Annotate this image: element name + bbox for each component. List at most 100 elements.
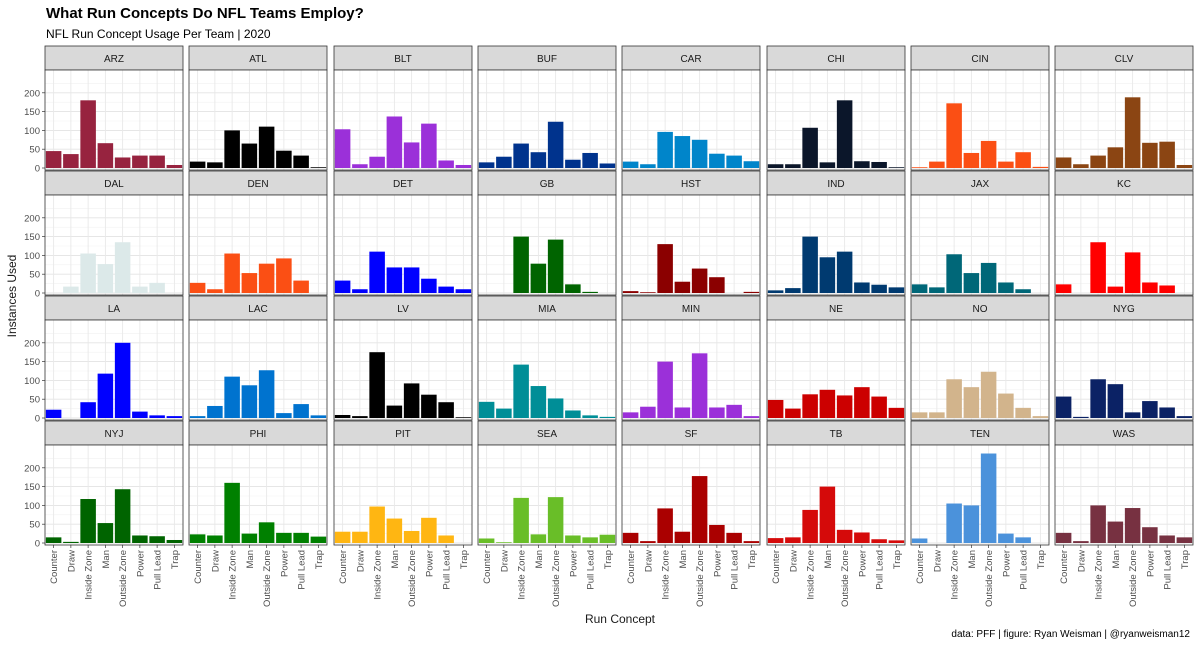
facet-strip bbox=[44, 45, 184, 71]
panel-border bbox=[477, 319, 617, 421]
facet-panel-nyj: NYJ 0 50 100 150 200 Counter Draw Inside Zone Man… bbox=[24, 420, 184, 607]
bar-nyj-inside-zone bbox=[80, 499, 96, 543]
bar-buf-outside-zone bbox=[547, 121, 564, 168]
bar-dal-outside-zone bbox=[114, 242, 131, 293]
x-tick-label: Inside Zone bbox=[1094, 550, 1105, 600]
bar-tb-draw bbox=[785, 537, 801, 543]
bar-kc-counter bbox=[1055, 284, 1072, 293]
x-tick-label: Man bbox=[534, 550, 545, 568]
bar-nyj-outside-zone bbox=[114, 489, 131, 543]
bar-jax-counter bbox=[911, 284, 928, 293]
bar-gb-man bbox=[530, 263, 547, 293]
panel-border bbox=[1054, 444, 1194, 546]
facet-panel-ten: TEN Counter Draw Inside Zone Man Outside Zone… bbox=[910, 420, 1050, 607]
bar-tb-power bbox=[854, 532, 870, 543]
x-tick-label: Pull Lead bbox=[297, 550, 308, 590]
bar-den-man bbox=[241, 273, 258, 293]
facet-panel-lv: LV bbox=[333, 295, 473, 421]
y-tick-label: 50 bbox=[29, 270, 40, 281]
x-tick-label: Power bbox=[857, 550, 868, 577]
bar-nyj-man bbox=[97, 523, 114, 543]
panel-border bbox=[621, 319, 761, 421]
facet-strip bbox=[766, 420, 906, 446]
facet-panel-sf: SF Counter Draw Inside Zone Man Outside Zone P… bbox=[621, 420, 761, 607]
x-tick-label: Outside Zone bbox=[695, 550, 706, 607]
panel-border bbox=[333, 69, 473, 171]
bar-chi-trap bbox=[888, 167, 905, 168]
bar-det-draw bbox=[352, 289, 368, 293]
x-tick-label: Trap bbox=[1180, 550, 1191, 569]
bar-blt-man bbox=[386, 116, 403, 168]
panel-border bbox=[910, 194, 1050, 296]
bar-car-inside-zone bbox=[657, 131, 673, 168]
facet-panel-buf: BUF bbox=[477, 45, 617, 171]
bar-no-man bbox=[963, 387, 980, 418]
bar-buf-counter bbox=[478, 162, 495, 168]
bar-atl-power bbox=[276, 150, 292, 168]
bar-arz-outside-zone bbox=[114, 157, 131, 168]
panel-border bbox=[477, 194, 617, 296]
panel-background bbox=[911, 445, 1049, 545]
bar-ne-pull-lead bbox=[871, 396, 887, 418]
bar-clv-outside-zone bbox=[1124, 97, 1141, 168]
bar-hst-power bbox=[709, 277, 725, 293]
y-tick-label: 200 bbox=[24, 213, 40, 224]
bar-lac-man bbox=[241, 385, 258, 418]
x-tick-label: Trap bbox=[314, 550, 325, 569]
facet-strip-label: BLT bbox=[394, 54, 412, 65]
bar-ind-power bbox=[854, 282, 870, 293]
bar-pit-power bbox=[421, 517, 437, 543]
bar-nyg-draw bbox=[1073, 416, 1089, 418]
panel-border bbox=[1054, 194, 1194, 296]
bar-la-trap bbox=[166, 416, 183, 418]
bar-was-inside-zone bbox=[1090, 505, 1106, 543]
bar-pit-man bbox=[386, 518, 403, 543]
facet-strip-label: JAX bbox=[971, 179, 990, 190]
facet-strip-label: TEN bbox=[970, 429, 990, 440]
facet-strip-label: ATL bbox=[249, 54, 267, 65]
facet-strip-label: LA bbox=[108, 304, 121, 315]
bar-mia-pull-lead bbox=[582, 415, 598, 418]
bar-arz-counter bbox=[45, 151, 62, 168]
facet-strip bbox=[910, 420, 1050, 446]
bar-det-power bbox=[421, 278, 437, 293]
bar-ind-counter bbox=[767, 290, 784, 293]
bar-atl-draw bbox=[207, 162, 223, 168]
panel-border bbox=[910, 69, 1050, 171]
y-tick-label: 200 bbox=[24, 338, 40, 349]
bar-ne-power bbox=[854, 387, 870, 418]
bar-den-draw bbox=[207, 289, 223, 293]
facet-strip-label: BUF bbox=[537, 54, 557, 65]
x-tick-label: Inside Zone bbox=[228, 550, 239, 600]
bar-ten-power bbox=[998, 533, 1014, 543]
x-tick-label: Counter bbox=[771, 550, 782, 584]
bar-lac-inside-zone bbox=[224, 376, 240, 418]
bar-car-draw bbox=[640, 164, 656, 168]
bar-blt-pull-lead bbox=[438, 160, 454, 168]
bar-hst-trap bbox=[743, 291, 760, 293]
facet-panel-la: LA 0 50 100 150 200 bbox=[24, 295, 184, 425]
bar-sf-pull-lead bbox=[726, 532, 742, 543]
y-tick-label: 150 bbox=[24, 107, 40, 118]
bar-no-power bbox=[998, 393, 1014, 418]
facet-strip-label: DEN bbox=[247, 179, 268, 190]
x-tick-label: Pull Lead bbox=[442, 550, 453, 590]
panel-background bbox=[622, 320, 760, 420]
bar-chi-man bbox=[819, 162, 836, 168]
bar-arz-pull-lead bbox=[149, 155, 165, 168]
bar-tb-inside-zone bbox=[802, 509, 818, 543]
facet-panel-ind: IND bbox=[766, 170, 906, 296]
facet-strip-label: DET bbox=[393, 179, 413, 190]
bar-clv-power bbox=[1142, 142, 1158, 168]
y-tick-label: 0 bbox=[35, 414, 40, 425]
facet-strip bbox=[44, 420, 184, 446]
facet-panel-phi: PHI Counter Draw Inside Zone Man Outside Zone… bbox=[188, 420, 328, 607]
facet-strip bbox=[621, 295, 761, 321]
bar-lac-power bbox=[276, 413, 292, 418]
bar-phi-man bbox=[241, 533, 258, 543]
bar-ind-trap bbox=[888, 287, 905, 293]
bar-nyj-pull-lead bbox=[149, 536, 165, 543]
bar-cin-man bbox=[963, 152, 980, 168]
panel-border bbox=[1054, 69, 1194, 171]
